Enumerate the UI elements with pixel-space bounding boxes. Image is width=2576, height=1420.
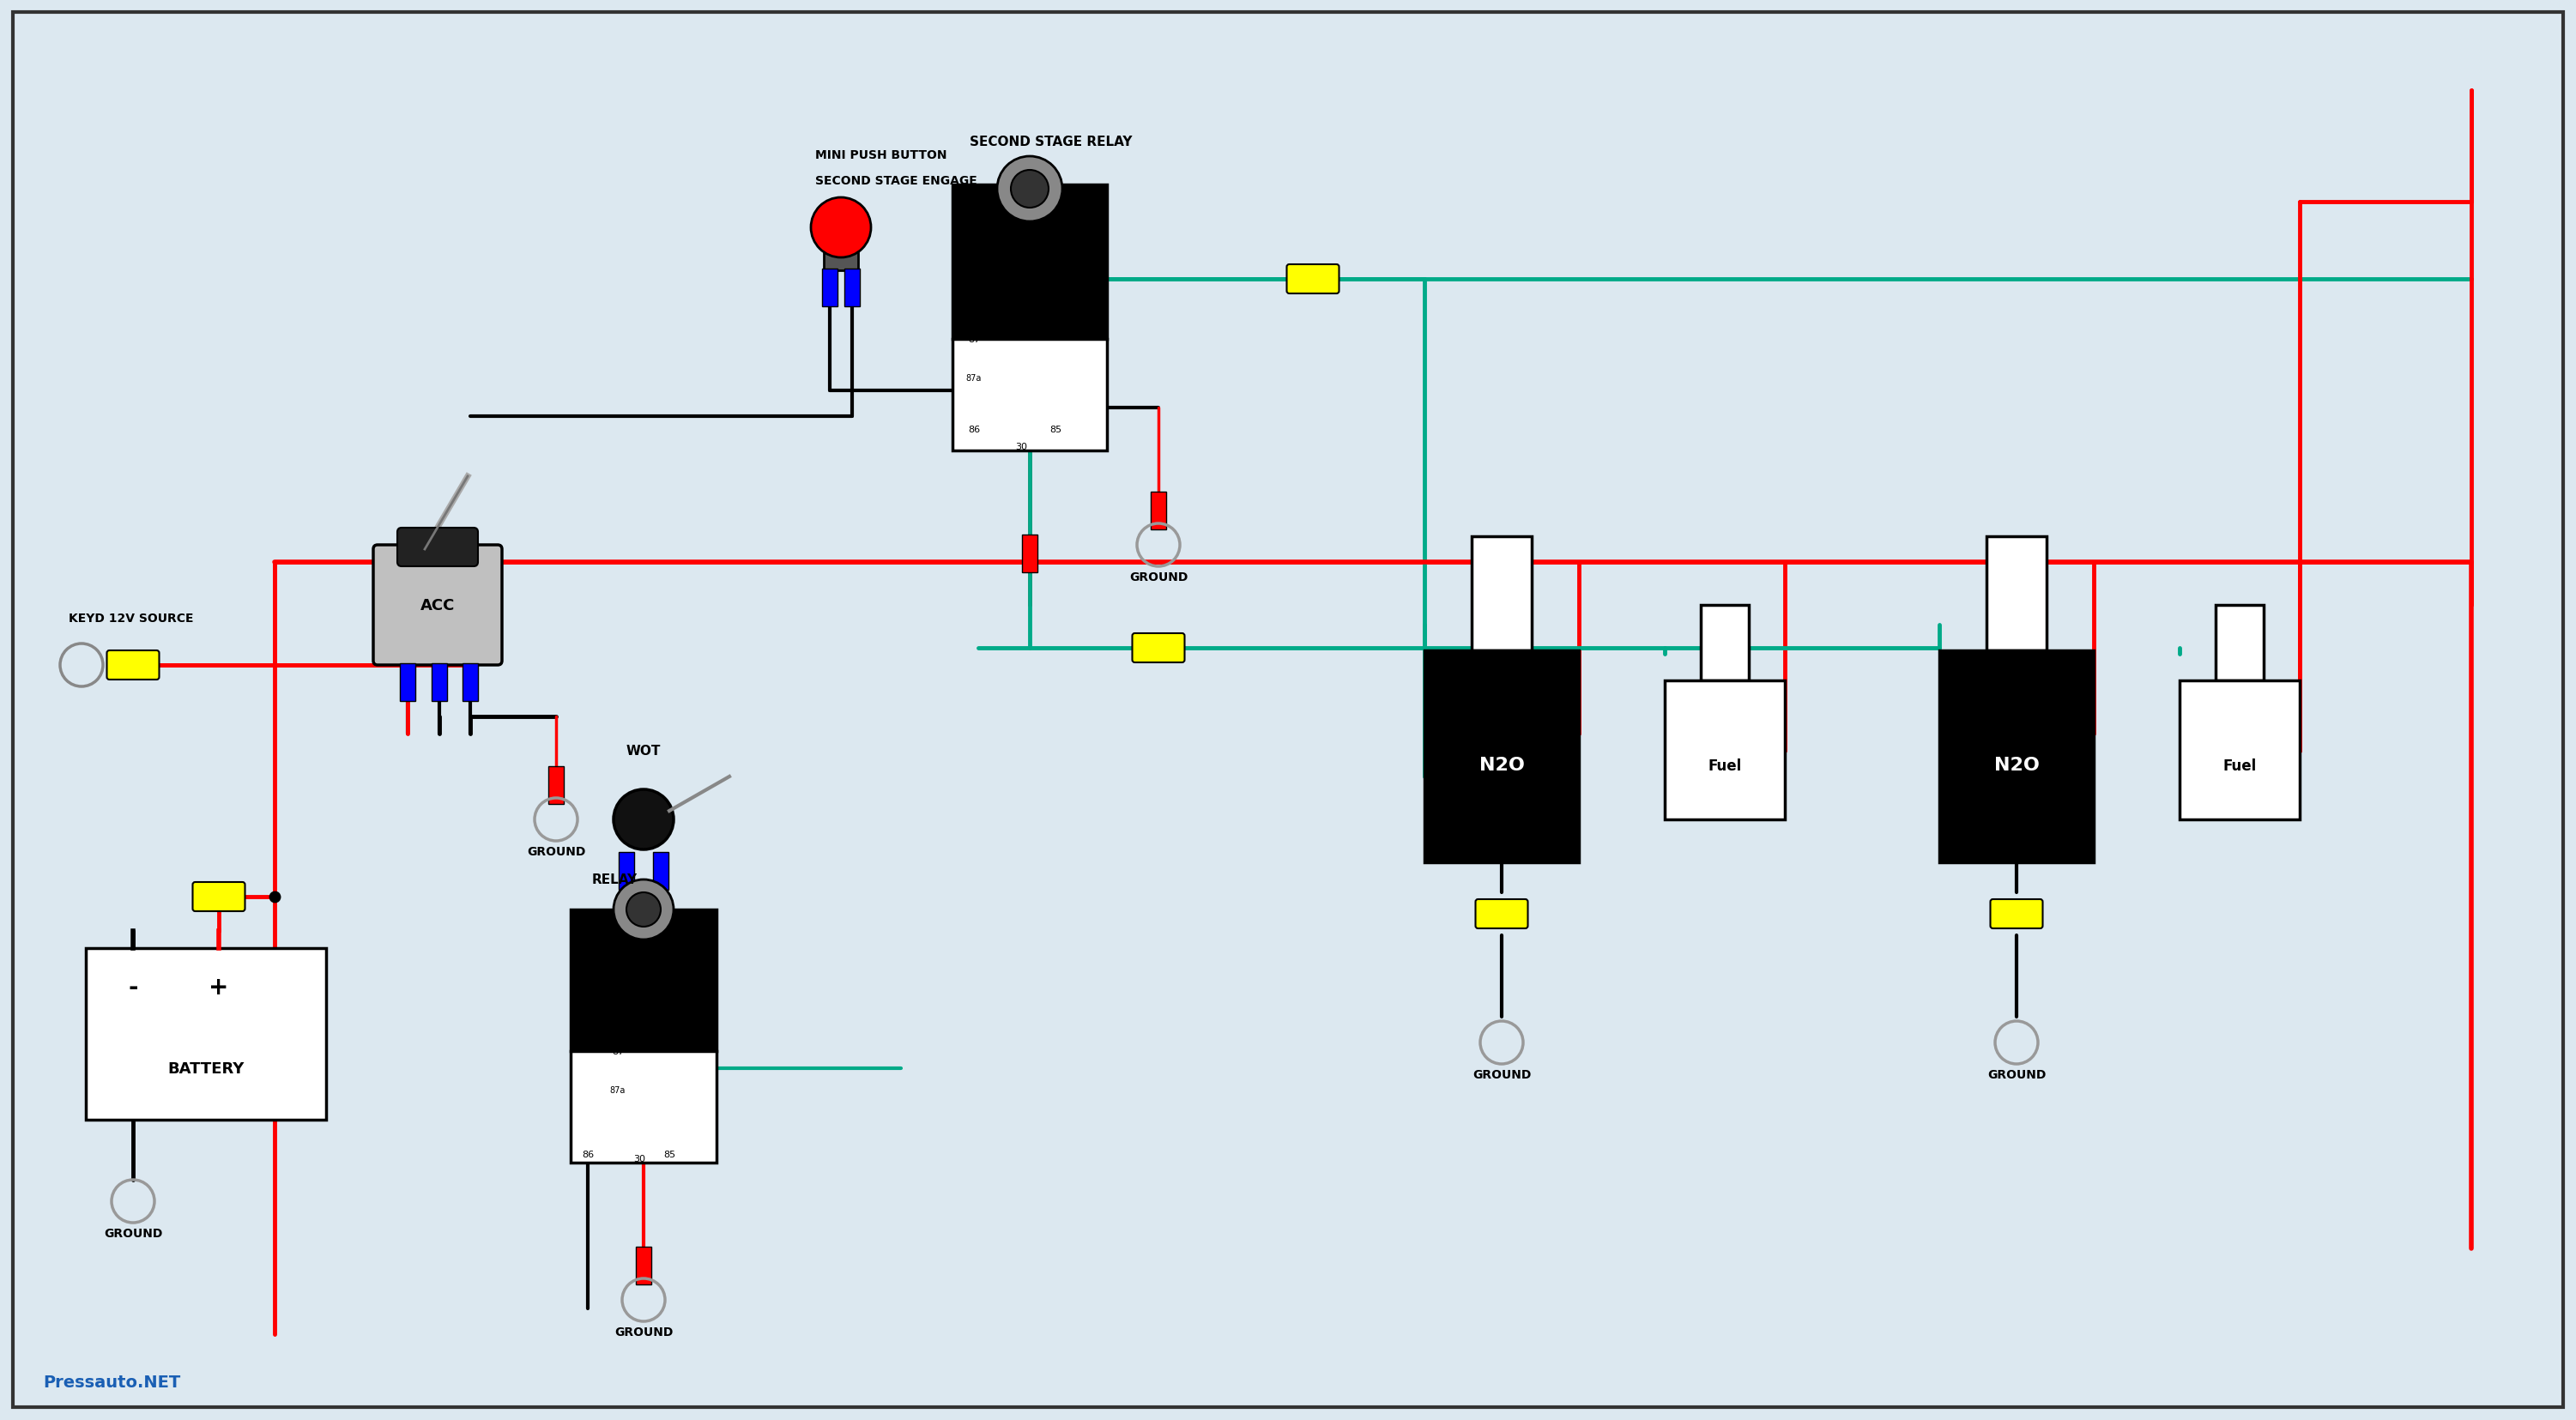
- FancyBboxPatch shape: [572, 1051, 716, 1163]
- Text: RELAY: RELAY: [592, 873, 639, 886]
- FancyBboxPatch shape: [1425, 650, 1579, 862]
- Text: BATTERY: BATTERY: [167, 1061, 245, 1076]
- Text: -: -: [129, 976, 139, 1000]
- Text: GROUND: GROUND: [1128, 571, 1188, 584]
- Text: 87: 87: [969, 335, 979, 344]
- FancyBboxPatch shape: [549, 767, 564, 804]
- Text: GROUND: GROUND: [103, 1227, 162, 1240]
- FancyBboxPatch shape: [85, 949, 327, 1120]
- FancyBboxPatch shape: [464, 663, 479, 701]
- Text: N2O: N2O: [1479, 757, 1525, 774]
- Text: 87: 87: [611, 1047, 623, 1055]
- Text: Pressauto.NET: Pressauto.NET: [44, 1373, 180, 1390]
- Circle shape: [613, 880, 672, 940]
- Text: 85: 85: [662, 1150, 675, 1159]
- Circle shape: [626, 893, 659, 927]
- FancyBboxPatch shape: [1023, 535, 1038, 572]
- FancyBboxPatch shape: [374, 545, 502, 666]
- FancyBboxPatch shape: [2179, 680, 2300, 819]
- FancyBboxPatch shape: [1664, 680, 1785, 819]
- Text: 87a: 87a: [966, 373, 981, 382]
- Text: SECOND STAGE RELAY: SECOND STAGE RELAY: [969, 136, 1133, 149]
- FancyBboxPatch shape: [433, 663, 448, 701]
- Text: ACC: ACC: [420, 598, 456, 613]
- Circle shape: [1010, 170, 1048, 209]
- Text: 85: 85: [1048, 426, 1061, 435]
- Text: 86: 86: [582, 1150, 595, 1159]
- FancyBboxPatch shape: [824, 224, 858, 271]
- FancyBboxPatch shape: [1471, 537, 1533, 650]
- Circle shape: [811, 197, 871, 258]
- Text: N2O: N2O: [1994, 757, 2040, 774]
- Text: SECOND STAGE ENGAGE: SECOND STAGE ENGAGE: [814, 175, 976, 187]
- FancyBboxPatch shape: [572, 910, 716, 1051]
- Text: 87a: 87a: [611, 1085, 626, 1095]
- Text: Fuel: Fuel: [2223, 758, 2257, 774]
- FancyBboxPatch shape: [636, 1247, 652, 1285]
- FancyBboxPatch shape: [1991, 899, 2043, 929]
- FancyBboxPatch shape: [618, 852, 634, 890]
- FancyBboxPatch shape: [652, 852, 667, 890]
- FancyBboxPatch shape: [397, 528, 479, 567]
- Text: GROUND: GROUND: [1986, 1068, 2045, 1081]
- FancyBboxPatch shape: [13, 13, 2563, 1407]
- Circle shape: [613, 790, 672, 849]
- FancyBboxPatch shape: [1476, 899, 1528, 929]
- Text: Fuel: Fuel: [1708, 758, 1741, 774]
- FancyBboxPatch shape: [1940, 650, 2094, 862]
- FancyBboxPatch shape: [1133, 633, 1185, 663]
- Text: GROUND: GROUND: [613, 1326, 672, 1338]
- FancyBboxPatch shape: [399, 663, 415, 701]
- Text: 86: 86: [969, 426, 979, 435]
- Text: MINI PUSH BUTTON: MINI PUSH BUTTON: [814, 149, 948, 162]
- Text: 30: 30: [1015, 443, 1028, 452]
- FancyBboxPatch shape: [1151, 493, 1167, 530]
- Text: GROUND: GROUND: [1473, 1068, 1530, 1081]
- FancyBboxPatch shape: [1986, 537, 2045, 650]
- FancyBboxPatch shape: [193, 882, 245, 912]
- FancyBboxPatch shape: [822, 270, 837, 307]
- FancyBboxPatch shape: [2215, 605, 2264, 680]
- FancyBboxPatch shape: [1288, 266, 1340, 294]
- Text: +: +: [209, 976, 229, 1000]
- FancyBboxPatch shape: [953, 185, 1108, 339]
- FancyBboxPatch shape: [845, 270, 860, 307]
- Circle shape: [997, 158, 1061, 222]
- Text: KEYD 12V SOURCE: KEYD 12V SOURCE: [70, 612, 193, 625]
- Text: GROUND: GROUND: [526, 845, 585, 858]
- Text: WOT: WOT: [626, 744, 662, 758]
- Text: 30: 30: [634, 1154, 644, 1163]
- FancyBboxPatch shape: [953, 339, 1108, 452]
- FancyBboxPatch shape: [106, 650, 160, 680]
- FancyBboxPatch shape: [1700, 605, 1749, 680]
